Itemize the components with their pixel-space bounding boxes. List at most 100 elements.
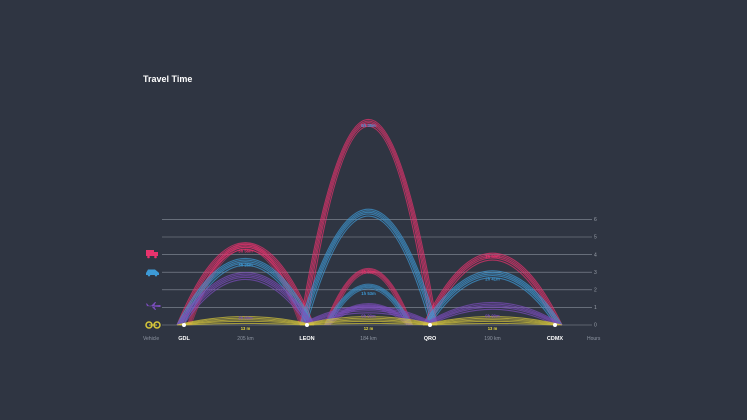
value-label: 0h 00m [361, 314, 376, 319]
y-tick-label: 1 [594, 305, 597, 311]
series-line-bike [425, 319, 560, 326]
car-icon [146, 269, 159, 277]
series-line-car [427, 275, 558, 326]
bike-icon [145, 321, 161, 329]
city-marker [428, 323, 432, 327]
value-label: 3h 26m [238, 263, 253, 268]
series-line-car [324, 283, 413, 326]
series-line-truck [302, 122, 435, 326]
series-line-plane [425, 305, 560, 326]
value-label: 13 m [488, 326, 498, 331]
series-line-bike [429, 322, 556, 326]
y-axis-label: Hours [587, 336, 601, 342]
value-label: 3h 56m [238, 249, 253, 254]
x-axis-label: Vehicle [143, 336, 159, 342]
series-line-truck [177, 243, 314, 326]
city-marker [182, 323, 186, 327]
y-axis-ticks: 0 1 2 3 4 5 6 [594, 217, 597, 329]
value-label: 11h 00m [360, 123, 377, 128]
series-line-bike [302, 319, 435, 326]
series-line-plane [324, 303, 413, 326]
truck-icon [146, 250, 158, 259]
series-line-truck [422, 252, 563, 326]
series-line-truck [425, 255, 560, 326]
series-line-plane [422, 302, 563, 326]
series-line-truck [327, 271, 410, 326]
series-line-truck [324, 267, 413, 326]
series-line-truck [325, 268, 412, 326]
series-line-truck [424, 254, 561, 326]
y-tick-label: 4 [594, 252, 597, 258]
curves [176, 119, 563, 326]
series-line-car [326, 286, 411, 326]
series-line-truck [305, 126, 432, 326]
series-line-bike [301, 317, 436, 326]
series-line-car [429, 277, 556, 326]
series-line-truck [326, 269, 411, 326]
series-line-car [179, 261, 312, 326]
city-label: QRO [424, 336, 437, 342]
value-label: 0h 00m [485, 314, 500, 319]
value-label: 3h 50m [485, 254, 500, 259]
y-tick-label: 0 [594, 323, 597, 329]
series-line-bike [178, 317, 313, 326]
series-line-bike [422, 316, 563, 326]
series-line-truck [300, 120, 437, 326]
segment-distance: 190 km [484, 336, 500, 342]
series-line-car [303, 213, 434, 326]
series-line-bike [179, 319, 312, 326]
series-line-car [424, 272, 561, 326]
series-line-car [422, 270, 563, 326]
series-line-car [300, 210, 437, 326]
segment-distance: 205 km [237, 336, 253, 342]
series-line-plane [178, 273, 313, 326]
series-line-car [299, 208, 438, 326]
series-line-plane [326, 305, 411, 326]
series-line-plane [176, 272, 315, 326]
value-label: 13 m [241, 326, 251, 331]
chart-title: Travel Time [143, 74, 192, 84]
city-marker [305, 323, 309, 327]
value-label: 3h 00m [238, 315, 253, 320]
series-line-plane [302, 308, 435, 326]
city-label: GDL [178, 336, 190, 342]
series-line-truck [427, 257, 558, 326]
series-line-plane [304, 310, 433, 326]
value-label: 6h 06m [361, 123, 376, 128]
series-line-car [305, 215, 432, 326]
city-label: CDMX [547, 336, 564, 342]
value-label: 3h 00m [361, 270, 376, 275]
series-line-bike [306, 322, 431, 326]
series-line-truck [303, 123, 434, 326]
series-line-plane [179, 275, 312, 326]
series-line-bike [427, 320, 558, 326]
series-line-truck [189, 246, 302, 326]
series-line-bike [183, 322, 308, 326]
series-line-truck [299, 119, 438, 326]
series-line-car [425, 273, 560, 326]
series-line-bike [181, 320, 310, 326]
series-line-plane [329, 307, 408, 326]
city-axis: GDL LEON QRO CDMX 205 km 184 km 190 km [178, 323, 563, 342]
series-line-bike [176, 316, 315, 326]
series-line-plane [429, 308, 556, 326]
grid [162, 219, 592, 326]
series-line-bike [424, 317, 561, 326]
series-line-truck [176, 242, 315, 326]
segment-distance: 184 km [360, 336, 376, 342]
y-tick-label: 5 [594, 235, 597, 241]
series-line-car [325, 284, 412, 326]
series-line-plane [424, 303, 561, 326]
value-label: 1h 53m [361, 291, 376, 296]
series-line-plane [181, 276, 310, 326]
series-line-car [302, 212, 435, 326]
series-line-plane [427, 306, 558, 326]
series-line-plane [183, 278, 308, 326]
value-label: 2h 41m [485, 277, 500, 282]
series-line-bike [299, 316, 438, 326]
y-tick-label: 2 [594, 288, 597, 294]
y-tick-label: 3 [594, 270, 597, 276]
series-line-bike [304, 320, 433, 326]
